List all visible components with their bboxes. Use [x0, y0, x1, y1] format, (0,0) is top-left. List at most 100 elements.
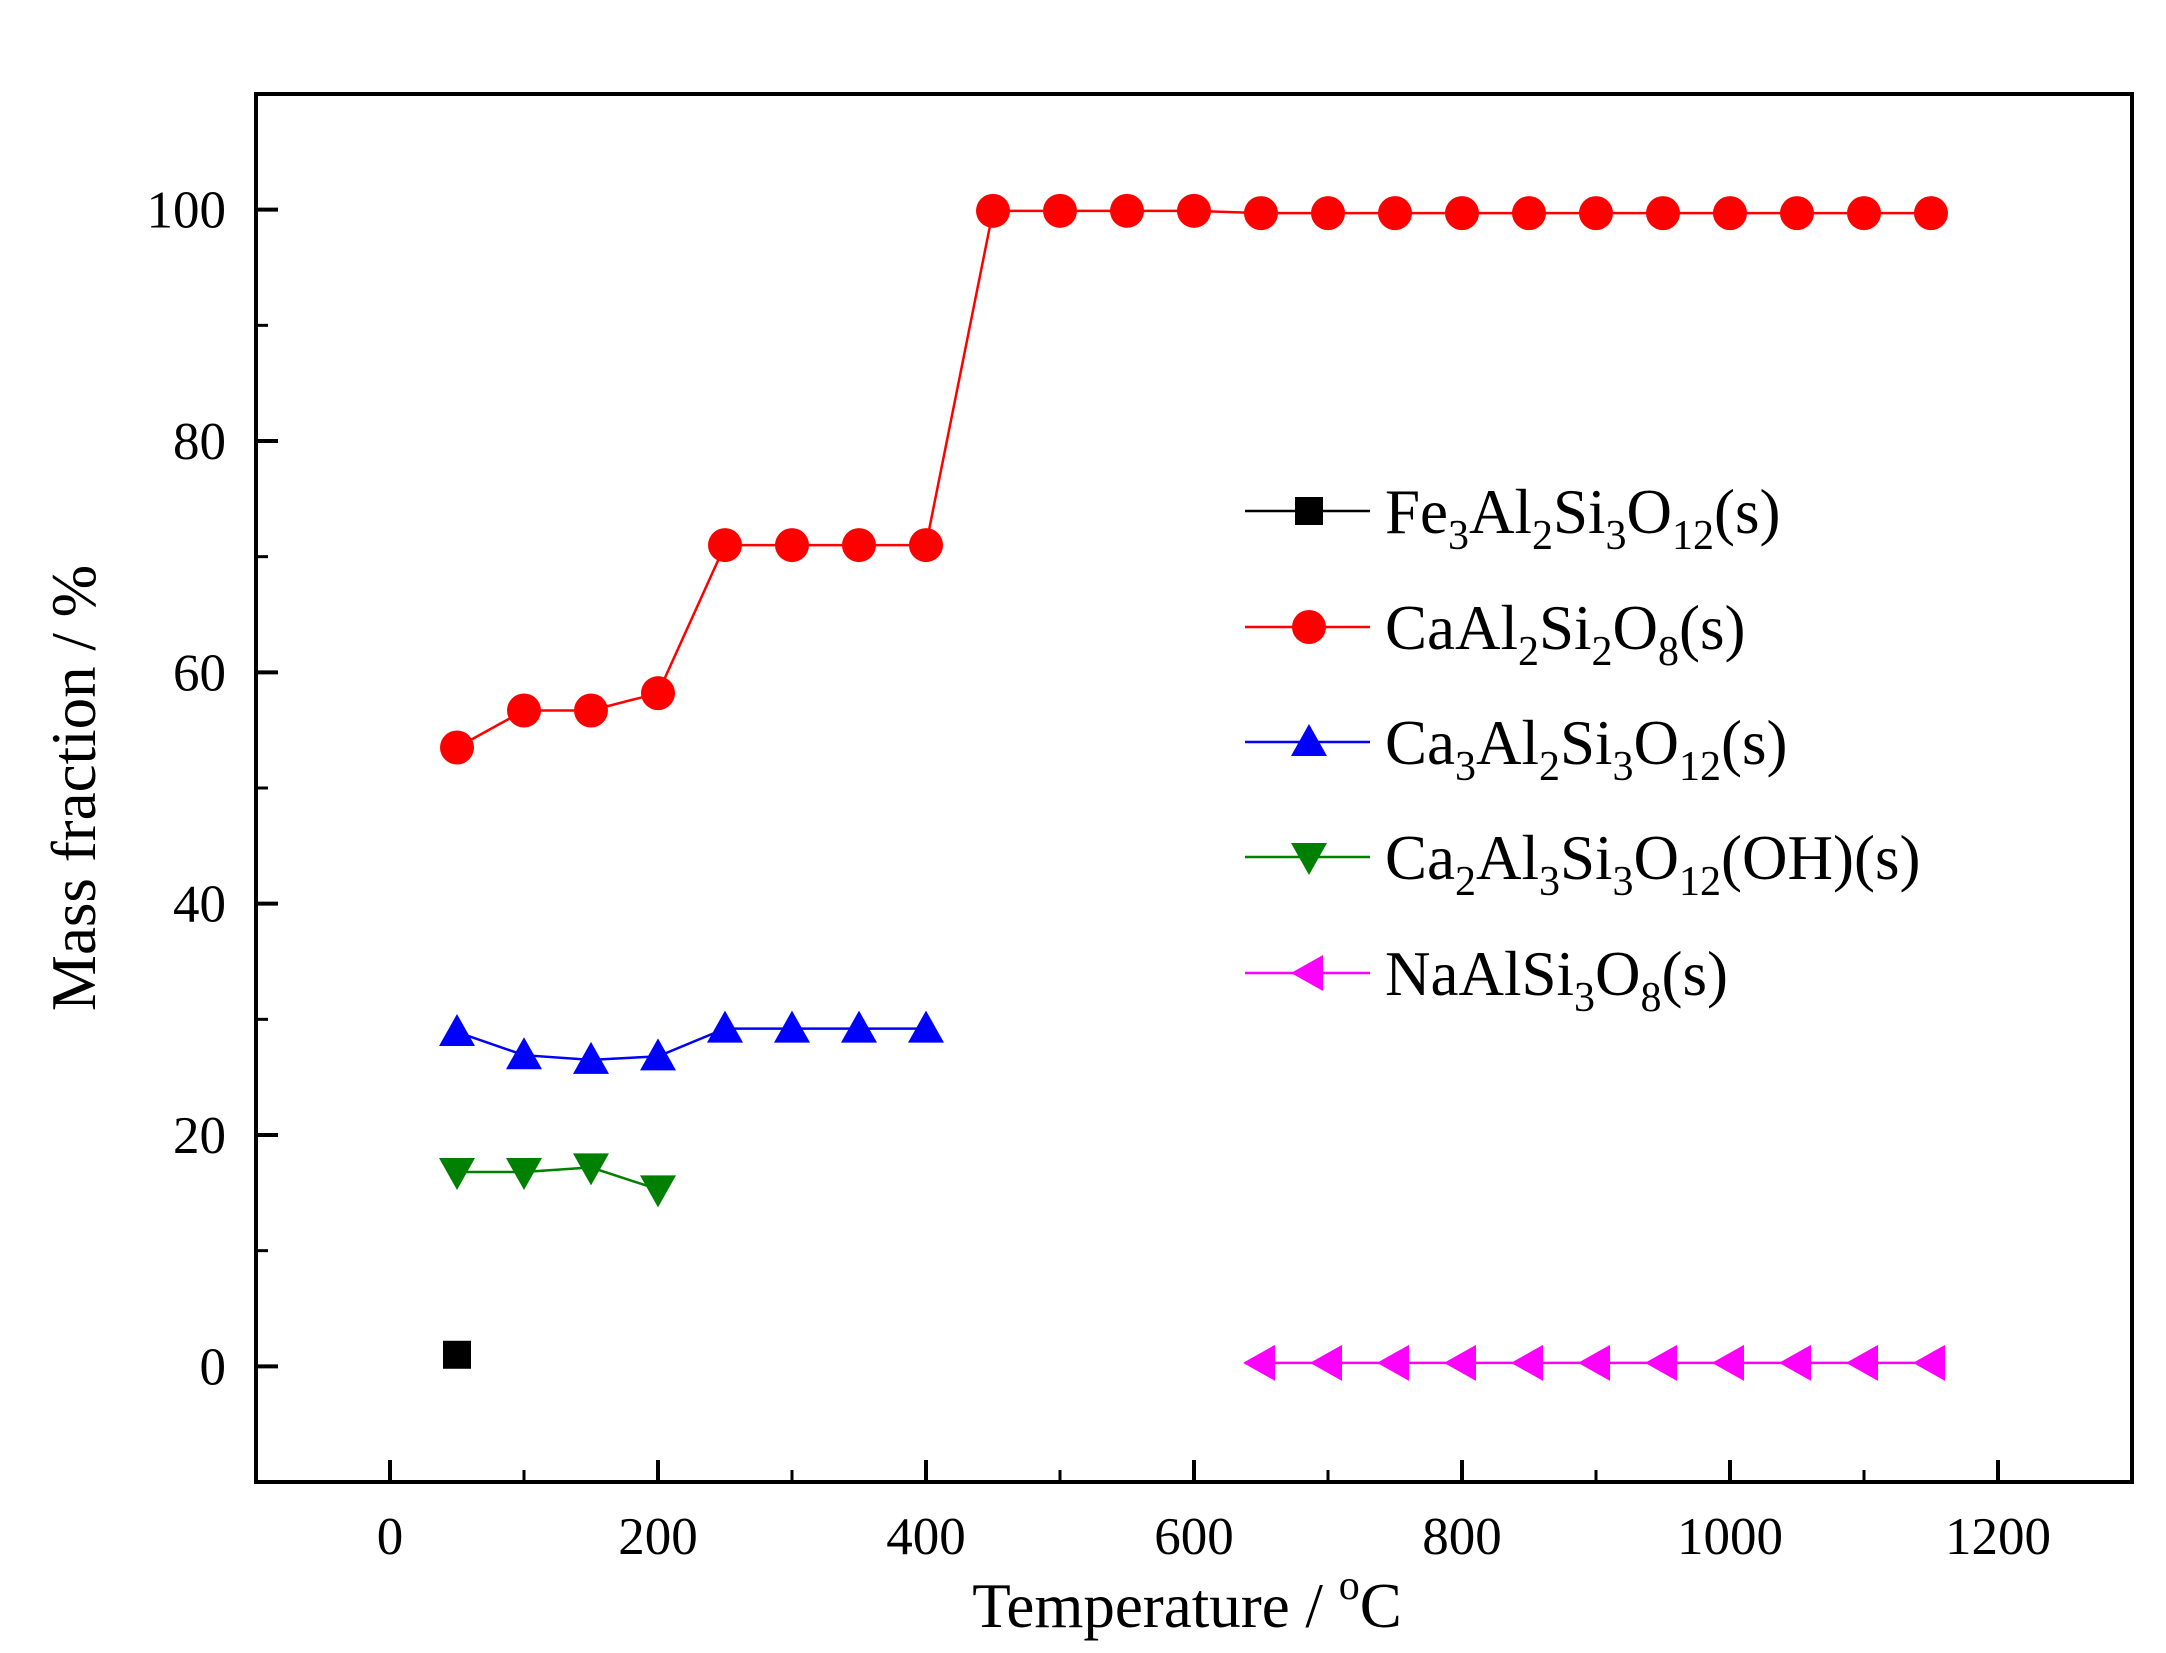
data-point: [506, 1037, 542, 1070]
data-point: [842, 528, 876, 563]
data-point: [640, 1038, 676, 1071]
legend-label-part: 3: [1606, 513, 1627, 559]
y-axis-title: Mass fraction / %: [39, 565, 109, 1011]
x-tick-label: 1000: [1677, 1508, 1783, 1566]
legend-label-part: (OH)(s): [1721, 823, 1920, 893]
series-4: [439, 1153, 676, 1208]
data-point: [1377, 1344, 1409, 1381]
legend-label-part: O: [1634, 708, 1680, 778]
data-point: [1243, 1344, 1275, 1381]
data-point: [506, 1158, 542, 1191]
series-line: [456, 1027, 926, 1062]
data-point: [908, 1010, 944, 1043]
series-3: [439, 1010, 944, 1074]
x-tick-label: 0: [377, 1508, 404, 1566]
legend-marker: [1295, 497, 1323, 525]
legend-label-part: O: [1595, 939, 1641, 1009]
data-point: [1177, 193, 1211, 228]
legend-label-part: (s): [1714, 477, 1780, 547]
y-tick-label: 60: [173, 644, 226, 702]
x-axis-title-text: Temperature /: [972, 1571, 1338, 1641]
x-tick-label: 600: [1154, 1508, 1234, 1566]
legend-label-part: 3: [1539, 859, 1560, 905]
legend-marker: [1291, 724, 1327, 756]
data-point: [1779, 1344, 1811, 1381]
data-point: [1110, 193, 1144, 228]
data-point: [976, 193, 1010, 228]
legend-label-part: 12: [1679, 859, 1721, 905]
data-point: [439, 1014, 475, 1047]
legend-label-part: Si: [1560, 708, 1613, 778]
y-tick-label: 20: [173, 1107, 226, 1165]
data-point: [708, 528, 742, 563]
data-point: [1043, 193, 1077, 228]
legend-label-part: Si: [1560, 823, 1613, 893]
data-point: [1914, 196, 1948, 231]
legend-marker: [1292, 610, 1326, 644]
legend-label-part: Si: [1553, 477, 1606, 547]
series-1: [443, 1340, 471, 1369]
x-tick-label: 1200: [1945, 1508, 2051, 1566]
data-point: [1713, 196, 1747, 231]
legend-label-part: 2: [1532, 513, 1553, 559]
legend-label: Fe3Al2Si3O12(s): [1385, 477, 1781, 559]
data-point: [573, 1041, 609, 1074]
data-point: [841, 1010, 877, 1043]
legend-entry: Ca3Al2Si3O12(s): [1245, 708, 1788, 790]
x-tick-label: 800: [1422, 1508, 1502, 1566]
y-tick-label: 80: [173, 413, 226, 471]
data-point: [775, 528, 809, 563]
data-point: [1846, 1344, 1878, 1381]
data-point: [1913, 1344, 1945, 1381]
legend-label-part: 8: [1658, 629, 1679, 675]
legend-label-part: 3: [1574, 975, 1595, 1021]
legend-label-part: O: [1634, 823, 1680, 893]
data-point: [1311, 196, 1345, 231]
legend-label-part: 3: [1613, 859, 1634, 905]
x-axis-title-degree: o: [1339, 1563, 1360, 1609]
legend-label-part: 2: [1518, 629, 1539, 675]
data-point: [439, 1158, 475, 1191]
data-point: [1378, 196, 1412, 231]
legend-label-part: 12: [1672, 513, 1714, 559]
data-point: [440, 730, 474, 765]
x-axis: 0 200 400 600 800 1000 1200: [254, 1460, 2051, 1566]
data-point: [443, 1340, 471, 1369]
legend-label: Ca2Al3Si3O12(OH)(s): [1385, 823, 1920, 905]
y-tick-label: 40: [173, 876, 226, 934]
legend-label-part: CaAl: [1385, 593, 1518, 663]
data-point: [774, 1010, 810, 1043]
legend-label-part: Ca: [1385, 823, 1455, 893]
data-point: [1780, 196, 1814, 231]
x-tick-label: 200: [618, 1508, 698, 1566]
data-point: [1646, 196, 1680, 231]
legend-label: Ca3Al2Si3O12(s): [1385, 708, 1788, 790]
x-axis-title-unit: C: [1360, 1571, 1402, 1641]
data-point: [1244, 196, 1278, 231]
legend-entry: Ca2Al3Si3O12(OH)(s): [1245, 823, 1920, 905]
y-tick-label: 100: [147, 182, 227, 240]
data-point: [1578, 1344, 1610, 1381]
legend-label-part: NaAlSi: [1385, 939, 1574, 1009]
data-point: [1511, 1344, 1543, 1381]
series-2: [440, 193, 1948, 765]
data-point: [1645, 1344, 1677, 1381]
x-axis-title: Temperature / oC: [972, 1563, 1401, 1641]
data-point: [507, 693, 541, 728]
data-point: [1712, 1344, 1744, 1381]
legend-label-part: 3: [1448, 513, 1469, 559]
legend-entry: NaAlSi3O8(s): [1245, 939, 1728, 1021]
data-point: [1310, 1344, 1342, 1381]
legend-label-part: 3: [1455, 744, 1476, 790]
y-tick-label: 0: [200, 1338, 227, 1396]
legend-label-part: 8: [1641, 975, 1662, 1021]
legend-label-part: (s): [1721, 708, 1787, 778]
legend-label-part: Al: [1476, 708, 1539, 778]
legend-label-part: Si: [1539, 593, 1592, 663]
data-point: [1847, 196, 1881, 231]
legend-label-part: 3: [1613, 744, 1634, 790]
legend-entry: CaAl2Si2O8(s): [1245, 593, 1746, 675]
data-point: [573, 1153, 609, 1186]
legend-label-part: O: [1613, 593, 1659, 663]
